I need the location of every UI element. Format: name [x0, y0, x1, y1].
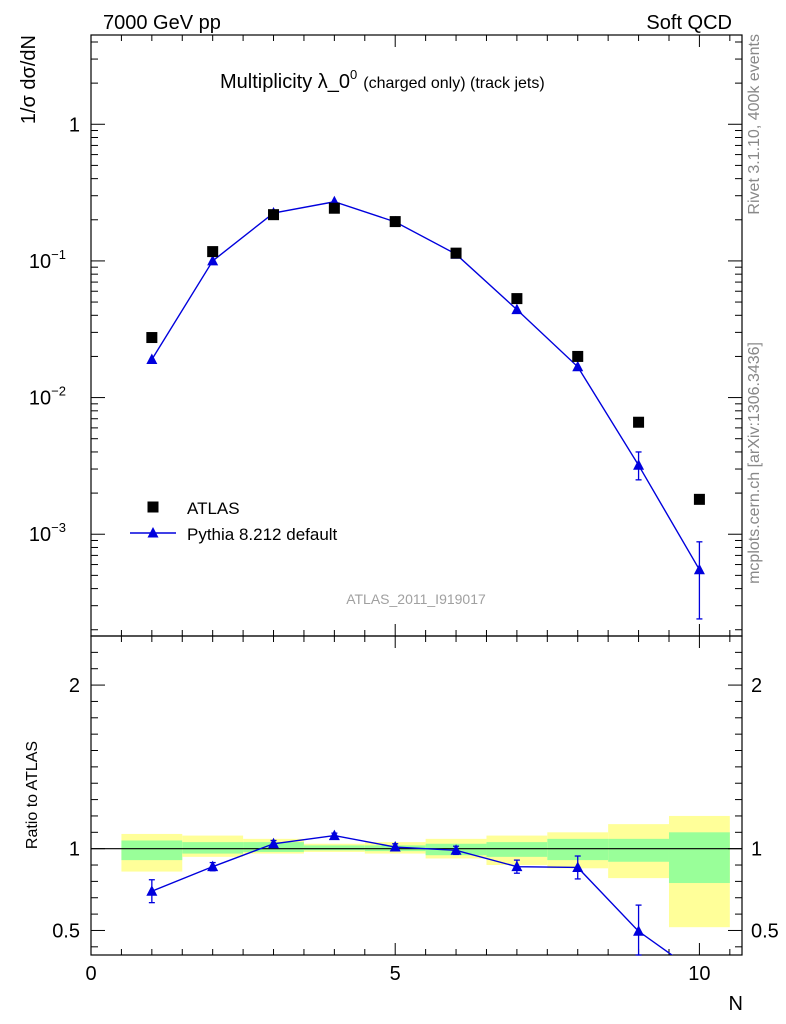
data-point-square — [450, 247, 462, 259]
uncertainty-band-inner — [608, 838, 669, 862]
ratio-frame — [90, 635, 743, 956]
data-point-square — [147, 501, 159, 513]
legend: ATLAS Pythia 8.212 default — [130, 499, 338, 544]
data-point-triangle — [207, 254, 219, 266]
data-point-square — [511, 293, 523, 305]
data-point-square — [268, 209, 280, 221]
y-tick-label: 2 — [69, 675, 80, 697]
data-point-triangle — [207, 860, 219, 872]
main-panel: 110−110−210−3 — [29, 34, 743, 648]
watermark: ATLAS_2011_I919017 — [346, 591, 486, 607]
series-line-ratio — [151, 834, 674, 955]
y-tick-label-right: 0.5 — [751, 920, 779, 942]
y-tick-label: 10−1 — [29, 247, 66, 273]
data-point-triangle — [268, 837, 280, 849]
y-tick-label: 10−3 — [29, 520, 66, 546]
data-point-triangle — [693, 563, 705, 575]
y-tick-label-right: 1 — [751, 839, 762, 861]
x-tick-label: 10 — [688, 963, 710, 985]
data-point-triangle — [389, 841, 401, 852]
data-point-triangle — [511, 860, 523, 872]
x-tick-label: 0 — [85, 963, 96, 985]
data-point-triangle — [572, 861, 584, 872]
data-point-square — [693, 493, 705, 505]
main-title: Multiplicity λ_00(charged only) (track j… — [220, 67, 545, 93]
y-tick-label-exponent: −1 — [51, 247, 66, 262]
y-tick-label-exponent: −2 — [51, 384, 66, 399]
data-point-triangle — [450, 844, 462, 855]
data-point-triangle — [147, 527, 159, 538]
x-axis-label: N — [729, 993, 743, 1015]
uncertainty-band-inner — [486, 842, 548, 857]
data-point-square — [633, 416, 645, 428]
legend-label-pythia: Pythia 8.212 default — [187, 525, 338, 544]
y-tick-label-exponent: −3 — [51, 520, 66, 535]
data-point-triangle — [146, 885, 158, 896]
data-point-triangle — [146, 353, 158, 364]
data-point-square — [328, 202, 340, 214]
rivet-label: Rivet 3.1.10, 400k events — [746, 34, 763, 215]
series-line-pythia — [151, 201, 701, 571]
data-point-triangle — [511, 303, 523, 315]
y-tick-label: 1 — [69, 839, 80, 861]
main-frame — [90, 34, 743, 637]
data-point-triangle — [328, 829, 340, 841]
uncertainty-band-inner — [121, 840, 183, 861]
data-point-square — [572, 350, 584, 362]
uncertainty-band-inner — [303, 845, 365, 851]
y-tick-label: 1 — [69, 114, 80, 136]
y-tick-label: 10−2 — [29, 384, 66, 410]
uncertainty-band-inner — [668, 832, 730, 884]
ratio-y-axis-label: Ratio to ATLAS — [24, 741, 41, 849]
ratio-panel: 0 5 10 0.5 0.5 1 1 2 2 — [52, 635, 779, 985]
data-point-triangle — [572, 360, 584, 372]
data-point-triangle — [633, 925, 645, 936]
y-tick-label-base: 10 — [29, 251, 51, 273]
uncertainty-band-inner — [547, 838, 609, 861]
data-point-square — [207, 246, 219, 258]
y-tick-label-base: 10 — [29, 388, 51, 410]
header-right: Soft QCD — [646, 12, 732, 34]
data-point-square — [146, 332, 158, 344]
legend-label-atlas: ATLAS — [187, 499, 240, 518]
header-left: 7000 GeV pp — [103, 12, 221, 34]
uncertainty-band-inner — [182, 842, 244, 854]
main-y-axis-label: 1/σ dσ/dN — [18, 35, 40, 124]
mcplots-label: mcplots.cern.ch [arXiv:1306.3436] — [746, 342, 763, 584]
y-tick-label-right: 2 — [751, 675, 762, 697]
x-tick-label: 5 — [390, 963, 401, 985]
y-tick-label: 0.5 — [52, 920, 80, 942]
y-tick-label-base: 10 — [29, 524, 51, 546]
data-point-triangle — [633, 459, 645, 470]
data-point-square — [389, 216, 401, 228]
